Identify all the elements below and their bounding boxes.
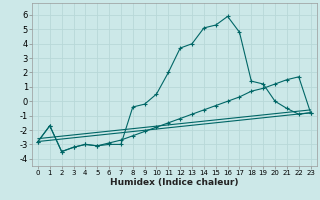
X-axis label: Humidex (Indice chaleur): Humidex (Indice chaleur)	[110, 178, 238, 187]
